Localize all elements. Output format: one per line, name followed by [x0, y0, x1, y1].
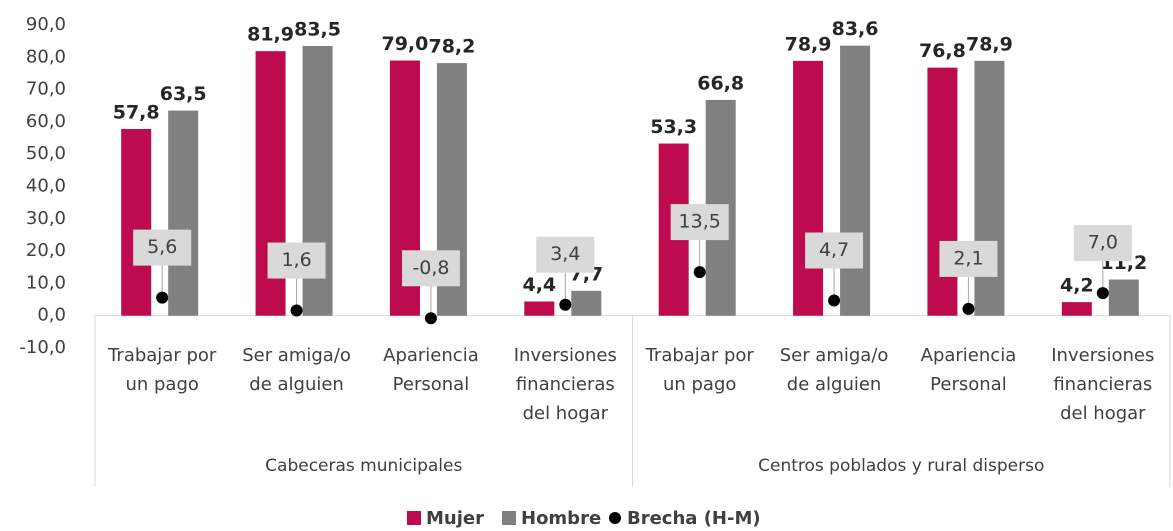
- y-tick-label: 80,0: [26, 46, 66, 67]
- x-tick-label: Trabajar por un pago: [645, 345, 754, 395]
- value-label: 3,4: [550, 243, 580, 265]
- bar: [840, 45, 871, 316]
- value-label: 66,8: [697, 72, 744, 94]
- point: [693, 266, 706, 279]
- label-box: [1073, 225, 1132, 262]
- value-label: 83,5: [294, 18, 341, 40]
- bar: [974, 60, 1005, 316]
- value-label: 2,1: [953, 247, 983, 269]
- bar: [121, 129, 152, 316]
- value-label: 13,5: [679, 211, 721, 233]
- point: [424, 312, 437, 325]
- value-label: 53,3: [650, 116, 697, 138]
- value-label: 76,8: [919, 40, 966, 62]
- x-tick-label: Ser amiga/o de alguien: [242, 345, 351, 395]
- value-label: 78,9: [785, 33, 832, 55]
- y-tick-label: 30,0: [26, 208, 66, 229]
- point: [1096, 287, 1109, 300]
- point: [559, 298, 572, 311]
- value-label: 81,9: [247, 24, 294, 46]
- x-tick-label: Apariencia Personal: [383, 345, 479, 395]
- value-label: 1,6: [281, 249, 311, 271]
- bar: [168, 110, 199, 316]
- label-box: [401, 250, 460, 287]
- value-label: 57,8: [113, 102, 160, 124]
- bar: [524, 301, 555, 316]
- bar: [1108, 279, 1139, 316]
- value-label: 78,2: [428, 36, 475, 58]
- label-box: [536, 236, 595, 273]
- x-tick-label: Trabajar por un pago: [108, 345, 217, 395]
- value-label: 4,2: [1060, 275, 1094, 297]
- x-tick-label: Inversiones financieras del hogar: [513, 345, 617, 424]
- legend-swatch: [609, 512, 621, 524]
- y-tick-label: 20,0: [26, 240, 66, 261]
- label-box: [670, 204, 729, 241]
- legend-swatch: [502, 511, 516, 525]
- bar: [1061, 302, 1092, 316]
- legend-label: Mujer: [426, 508, 484, 529]
- x-tick-label: Inversiones financieras del hogar: [1051, 345, 1155, 424]
- y-tick-label: 50,0: [26, 143, 66, 164]
- label-box: [133, 229, 192, 266]
- point: [290, 304, 303, 317]
- y-tick-label: -10,0: [19, 337, 66, 358]
- value-label: 78,9: [966, 33, 1013, 55]
- y-tick-label: 0,0: [37, 305, 66, 326]
- group-label: Centros poblados y rural disperso: [758, 456, 1045, 476]
- label-box: [267, 242, 326, 279]
- bar: [927, 67, 958, 316]
- label-box: [939, 240, 998, 277]
- y-tick-label: 60,0: [26, 111, 66, 132]
- point: [828, 294, 841, 307]
- y-tick-label: 70,0: [26, 79, 66, 100]
- value-label: 5,6: [147, 236, 177, 258]
- legend-label: Hombre: [521, 508, 601, 529]
- x-tick-label: Ser amiga/o de alguien: [779, 345, 889, 395]
- label-box: [805, 232, 864, 269]
- point: [156, 291, 169, 304]
- y-tick-label: 10,0: [26, 272, 66, 293]
- legend-label: Brecha (H-M): [627, 508, 761, 529]
- y-tick-label: 40,0: [26, 176, 66, 197]
- point: [962, 302, 975, 315]
- bar: [571, 290, 602, 316]
- y-tick-label: 90,0: [26, 14, 66, 35]
- value-label: 4,7: [819, 239, 849, 261]
- value-label: 83,6: [832, 18, 879, 40]
- value-label: 79,0: [381, 33, 428, 55]
- value-label: 7,0: [1088, 232, 1118, 254]
- value-label: 4,4: [522, 274, 556, 296]
- value-label: 63,5: [160, 83, 207, 105]
- x-tick-label: Apariencia Personal: [920, 345, 1017, 395]
- legend-swatch: [407, 511, 421, 525]
- value-label: -0,8: [412, 257, 449, 279]
- bar: [793, 60, 824, 316]
- group-label: Cabeceras municipales: [265, 456, 463, 476]
